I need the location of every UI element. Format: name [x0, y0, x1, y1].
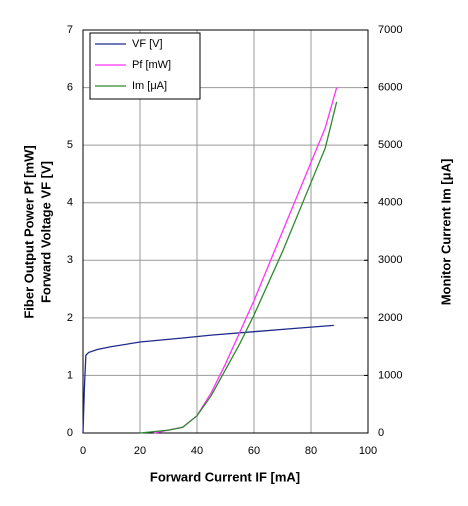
- y2-tick-label: 7000: [378, 24, 402, 36]
- y-axis-label: Forward Voltage VF [V]: [38, 161, 53, 303]
- y-axis-label: Fiber Output Power Pf [mW]: [21, 145, 36, 318]
- y2-tick-label: 2000: [378, 312, 402, 324]
- y2-axis-label: Monitor Current Im [μA]: [438, 159, 453, 306]
- y-tick-label: 4: [67, 197, 73, 209]
- legend-label: VF [V]: [132, 38, 163, 50]
- x-tick-label: 40: [191, 445, 203, 457]
- x-tick-label: 100: [359, 445, 377, 457]
- y-tick-label: 0: [67, 427, 73, 439]
- y2-tick-label: 0: [378, 427, 384, 439]
- y-tick-label: 5: [67, 139, 73, 151]
- series-line: [139, 101, 338, 434]
- y-tick-label: 6: [67, 81, 73, 93]
- x-tick-label: 20: [134, 445, 146, 457]
- plot-frame: [82, 29, 369, 434]
- y2-tick-label: 4000: [378, 197, 402, 209]
- y2-tick-label: 3000: [378, 254, 402, 266]
- y2-tick-label: 5000: [378, 139, 402, 151]
- y-tick-label: 3: [67, 254, 73, 266]
- x-tick-label: 0: [80, 445, 86, 457]
- x-tick-label: 60: [248, 445, 260, 457]
- x-tick-label: 80: [305, 445, 317, 457]
- legend-label: Pf [mW]: [132, 59, 171, 71]
- y-tick-label: 1: [67, 369, 73, 381]
- y-tick-label: 2: [67, 312, 73, 324]
- y2-tick-label: 6000: [378, 81, 402, 93]
- series-line: [82, 324, 334, 434]
- legend-label: Im [μA]: [132, 80, 167, 92]
- y-tick-label: 7: [67, 24, 73, 36]
- y2-tick-label: 1000: [378, 369, 402, 381]
- x-axis-label: Forward Current IF [mA]: [150, 469, 300, 484]
